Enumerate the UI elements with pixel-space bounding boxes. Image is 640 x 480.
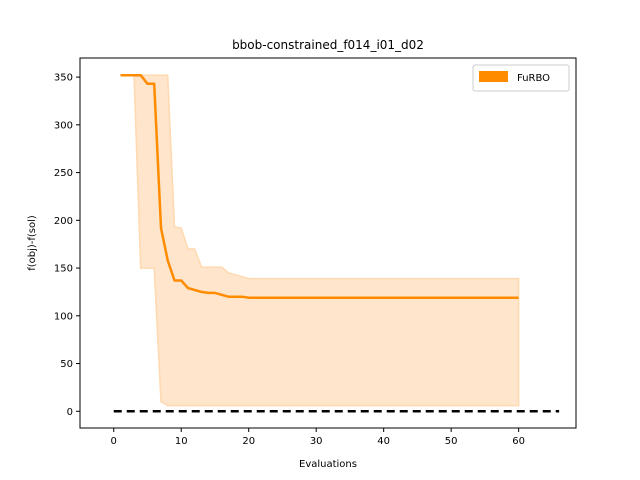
y-tick-label: 0 xyxy=(67,407,73,418)
plot-area xyxy=(113,73,560,413)
y-tick-label: 150 xyxy=(54,264,73,275)
y-tick-label: 350 xyxy=(54,73,73,84)
y-tick-label: 250 xyxy=(54,168,73,179)
x-tick-label: 30 xyxy=(310,436,323,447)
axes-frame xyxy=(79,57,577,429)
y-axis-label: f(obj)-f(sol) xyxy=(27,215,38,271)
chart-title: bbob-constrained_f014_i01_d02 xyxy=(232,38,424,52)
x-tick-label: 0 xyxy=(111,436,117,447)
legend-label-furbo: FuRBO xyxy=(517,73,550,84)
x-tick-label: 20 xyxy=(242,436,255,447)
x-tick-label: 50 xyxy=(445,436,458,447)
legend-swatch-furbo xyxy=(479,71,508,82)
x-tick-label: 10 xyxy=(175,436,188,447)
series-line-0 xyxy=(120,73,519,299)
y-tick-label: 200 xyxy=(54,216,73,227)
y-tick-label: 50 xyxy=(60,359,73,370)
y-tick-label: 300 xyxy=(54,120,73,131)
x-tick-label: 60 xyxy=(512,436,525,447)
x-tick-label: 40 xyxy=(377,436,390,447)
axes: 0 10 20 30 40 50 60 0 50 100 150 200 250 300 350 xyxy=(54,57,577,447)
series-band-0 xyxy=(120,74,520,407)
y-tick-label: 100 xyxy=(54,311,73,322)
x-axis-label: Evaluations xyxy=(299,459,357,470)
legend: FuRBO xyxy=(472,64,570,92)
